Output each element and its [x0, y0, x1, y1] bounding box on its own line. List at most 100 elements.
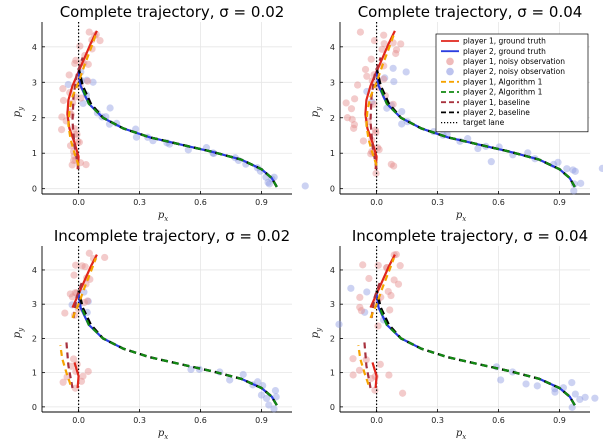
player1-observation-point: [76, 42, 84, 50]
player1-observation-point: [380, 31, 388, 39]
player1-observation-point: [59, 378, 67, 386]
player1-observation-point: [359, 137, 367, 145]
player2-algorithm-line: [80, 85, 278, 188]
player1-algorithm-line: [369, 257, 395, 319]
x-tick-label: 0.3: [133, 198, 146, 207]
chart-title: Complete trajectory, σ = 0.04: [358, 3, 583, 21]
x-tick-label: 0.3: [431, 198, 444, 207]
x-axis-label: px: [158, 210, 168, 223]
player2-observation-point: [262, 394, 271, 403]
chart-panel-4: 0.0 0.3 0.6 0.9 0 1 2 3 4 Incomplete trajectory, …: [310, 227, 599, 441]
player1-observation-point: [84, 77, 92, 85]
x-axis-label: px: [456, 428, 466, 441]
chart-title: Incomplete trajectory, σ = 0.02: [54, 227, 290, 245]
legend-label: player 2, Algorithm 1: [463, 88, 543, 97]
player1-truth-line: [371, 362, 378, 389]
player1-observation-point: [351, 95, 359, 103]
player2-observation-point: [569, 166, 577, 174]
player1-observation-point: [392, 46, 401, 54]
y-tick-label: 4: [32, 266, 37, 275]
player1-observation-point: [70, 355, 78, 363]
player1-baseline-line: [65, 341, 74, 389]
player2-observation-point: [226, 376, 234, 384]
player2-observation-point: [576, 395, 584, 404]
player1-observation-point: [81, 263, 89, 271]
y-axis-label-sub: y: [17, 106, 25, 112]
y-axis-label-sub: y: [315, 327, 323, 333]
x-tick-label: 0.0: [72, 416, 85, 425]
x-axis-label: px: [158, 428, 168, 441]
player1-observation-point: [374, 144, 382, 152]
player1-observation-point: [387, 291, 395, 300]
player1-observation-point: [59, 85, 67, 93]
y-axis-label: py: [310, 327, 323, 338]
player1-algorithm-line: [59, 345, 72, 385]
player2-observation-point: [551, 388, 559, 396]
player1-observation-point: [394, 280, 403, 288]
x-axis-label: px: [456, 210, 466, 223]
y-tick-label: 1: [32, 369, 37, 378]
x-axis-label-sub: x: [164, 215, 168, 223]
chart-title: Incomplete trajectory, σ = 0.04: [352, 227, 588, 245]
player2-observation-point: [264, 178, 272, 187]
player1-observation-point: [85, 249, 93, 257]
player1-observation-point: [70, 156, 78, 165]
player2-observation-point: [568, 379, 576, 387]
player2-observation-point: [265, 180, 273, 188]
player2-observation-point: [571, 167, 579, 175]
player2-observation-point: [363, 288, 371, 296]
player1-observation-point: [389, 100, 397, 108]
player1-observation-point: [342, 99, 350, 107]
chart-title: Complete trajectory, σ = 0.02: [60, 3, 285, 21]
y-tick-label: 0: [330, 185, 335, 194]
player1-observation-point: [361, 65, 370, 74]
player1-observation-point: [59, 96, 68, 105]
player2-observation-point: [508, 368, 517, 376]
y-tick-label: 0: [330, 403, 335, 412]
player2-observation-point: [83, 76, 91, 84]
x-tick-label: 0.3: [431, 416, 444, 425]
player1-observation-point: [77, 377, 86, 385]
x-axis-label-sub: x: [462, 433, 466, 441]
player1-baseline-line: [363, 341, 372, 389]
player1-observation-point: [57, 125, 66, 134]
player1-observation-point: [398, 389, 407, 397]
player2-algorithm-line: [80, 307, 278, 406]
legend-marker: [446, 67, 454, 76]
player2-observation-point: [571, 390, 579, 398]
player2-observation-point: [301, 182, 309, 190]
chart-panel-2: 0.0 0.3 0.6 0.9 0 1 2 3 4 Complete trajectory, σ …: [310, 3, 603, 223]
legend-label: player 1, Algorithm 1: [463, 77, 543, 86]
player1-observation-point: [397, 40, 405, 48]
chart-panel-1: 0.0 0.3 0.6 0.9 0 1 2 3 4 Complete trajectory, σ …: [12, 3, 309, 223]
player1-observation-point: [74, 138, 82, 146]
player2-observation-point: [402, 68, 410, 76]
player2-observation-point: [563, 165, 571, 173]
player1-observation-point: [71, 59, 79, 68]
player2-observation-point: [239, 370, 247, 379]
player2-observation-point: [398, 120, 406, 128]
player1-observation-point: [370, 36, 379, 45]
player1-observation-point: [58, 113, 66, 121]
player2-observation-point: [84, 297, 92, 305]
player1-observation-point: [376, 360, 384, 368]
y-axis-label: py: [12, 327, 25, 338]
player2-observation-point: [474, 144, 482, 153]
player2-observation-point: [381, 74, 389, 82]
player2-observation-point: [581, 393, 589, 401]
player2-observation-point: [272, 393, 280, 401]
x-tick-label: 0.9: [553, 198, 566, 207]
player1-observation-point: [83, 297, 92, 305]
player2-observation-point: [79, 99, 87, 108]
player1-observation-point: [84, 367, 92, 376]
x-tick-label: 0.6: [492, 198, 505, 207]
player1-observation-point: [359, 261, 367, 269]
player1-truth-line: [66, 30, 98, 170]
player2-observation-point: [554, 158, 562, 166]
player2-observation-point: [591, 394, 599, 402]
player1-observation-point: [82, 161, 90, 169]
y-axis-label-sub: y: [315, 106, 323, 112]
player1-observation-point: [84, 60, 92, 68]
